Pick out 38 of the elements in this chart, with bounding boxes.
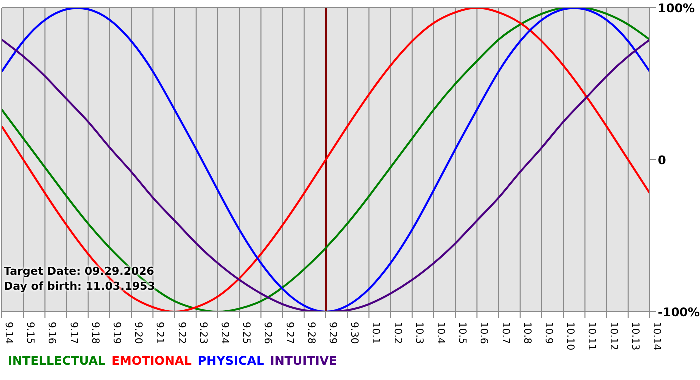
- x-tick-label: 9.22: [176, 322, 187, 344]
- x-tick-label: 10.1: [370, 322, 382, 344]
- y-tick-label: 0: [658, 153, 666, 168]
- x-tick-label: 10.5: [456, 322, 468, 344]
- x-tick-label: 10.2: [392, 322, 403, 344]
- text: PHYSICAL: [198, 354, 264, 368]
- y-tick-label: -100%: [658, 305, 700, 320]
- x-tick-label: 9.27: [284, 322, 295, 344]
- x-tick-label: 9.21: [154, 322, 166, 344]
- text: INTELLECTUAL: [8, 354, 106, 368]
- x-tick-label: 9.25: [240, 322, 252, 344]
- x-tick-label: 9.28: [305, 322, 316, 344]
- x-tick-label: 9.17: [68, 322, 79, 344]
- x-tick-label: 9.14: [3, 322, 14, 344]
- x-tick-label: 10.3: [413, 322, 424, 344]
- x-tick-label: 9.20: [132, 322, 144, 344]
- x-tick-label: 10.4: [435, 322, 446, 344]
- x-tick-label: 10.9: [543, 322, 554, 344]
- y-tick-label: 100%: [658, 1, 696, 16]
- x-tick-label: 9.16: [46, 322, 58, 344]
- x-tick-label: 9.15: [24, 322, 36, 344]
- x-tick-label: 9.30: [348, 322, 360, 344]
- x-tick-label: 10.7: [500, 322, 511, 344]
- x-tick-label: 10.11: [586, 322, 598, 351]
- x-tick-label: 10.8: [521, 322, 532, 344]
- x-tick-label: 9.26: [262, 322, 274, 344]
- x-tick-label: 9.23: [197, 322, 208, 344]
- x-tick-label: 10.10: [564, 322, 576, 351]
- x-tick-label: 10.13: [629, 322, 640, 351]
- x-tick-label: 9.18: [89, 322, 100, 344]
- x-tick-label: 9.24: [219, 322, 230, 344]
- text: INTUITIVE: [270, 354, 338, 368]
- x-tick-label: 10.14: [651, 322, 662, 351]
- x-tick-label: 9.29: [327, 322, 338, 344]
- x-tick-label: 9.19: [111, 322, 122, 344]
- x-tick-label: 10.12: [608, 322, 619, 351]
- text: EMOTIONAL: [112, 354, 192, 368]
- x-tick-label: 10.6: [478, 322, 490, 344]
